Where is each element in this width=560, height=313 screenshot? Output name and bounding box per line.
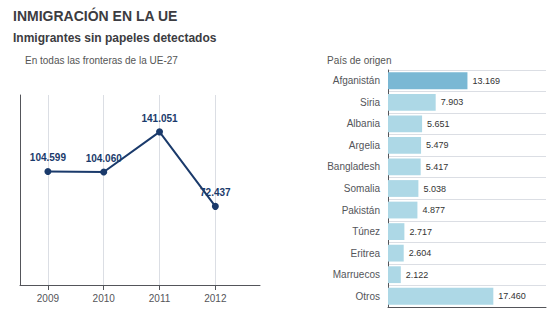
svg-text:2.717: 2.717 [409, 227, 432, 237]
svg-text:Siria: Siria [360, 97, 380, 108]
svg-text:Eritrea: Eritrea [351, 248, 381, 259]
svg-text:17.460: 17.460 [498, 291, 526, 301]
svg-text:Inmigrantes sin papeles detect: Inmigrantes sin papeles detectados [13, 31, 217, 45]
svg-text:Afganistán: Afganistán [333, 75, 380, 86]
svg-text:Túnez: Túnez [352, 226, 380, 237]
svg-text:Marruecos: Marruecos [333, 269, 380, 280]
svg-text:Argelia: Argelia [349, 140, 381, 151]
svg-text:2012: 2012 [204, 293, 227, 304]
svg-text:País de origen: País de origen [327, 55, 392, 66]
svg-text:Bangladesh: Bangladesh [327, 161, 380, 172]
svg-text:4.877: 4.877 [422, 205, 445, 215]
svg-text:Albania: Albania [347, 118, 381, 129]
svg-text:7.903: 7.903 [441, 97, 464, 107]
svg-text:104.599: 104.599 [30, 152, 67, 163]
svg-text:En todas las fronteras de la U: En todas las fronteras de la UE-27 [25, 55, 178, 66]
svg-text:13.169: 13.169 [472, 76, 500, 86]
svg-text:Somalia: Somalia [344, 183, 381, 194]
svg-text:5.417: 5.417 [426, 162, 449, 172]
svg-text:5.038: 5.038 [423, 184, 446, 194]
svg-text:104.060: 104.060 [86, 153, 123, 164]
svg-text:2011: 2011 [149, 293, 171, 304]
svg-text:Otros: Otros [356, 291, 380, 302]
svg-text:2010: 2010 [93, 293, 116, 304]
svg-text:2.604: 2.604 [409, 248, 432, 258]
svg-text:Pakistán: Pakistán [342, 205, 380, 216]
svg-text:2009: 2009 [37, 293, 60, 304]
svg-text:5.479: 5.479 [426, 140, 449, 150]
svg-text:141.051: 141.051 [141, 113, 178, 124]
svg-text:72.437: 72.437 [200, 187, 231, 198]
svg-text:5.651: 5.651 [427, 119, 450, 129]
svg-text:2.122: 2.122 [406, 270, 429, 280]
svg-text:INMIGRACIÓN EN LA UE: INMIGRACIÓN EN LA UE [13, 7, 177, 24]
